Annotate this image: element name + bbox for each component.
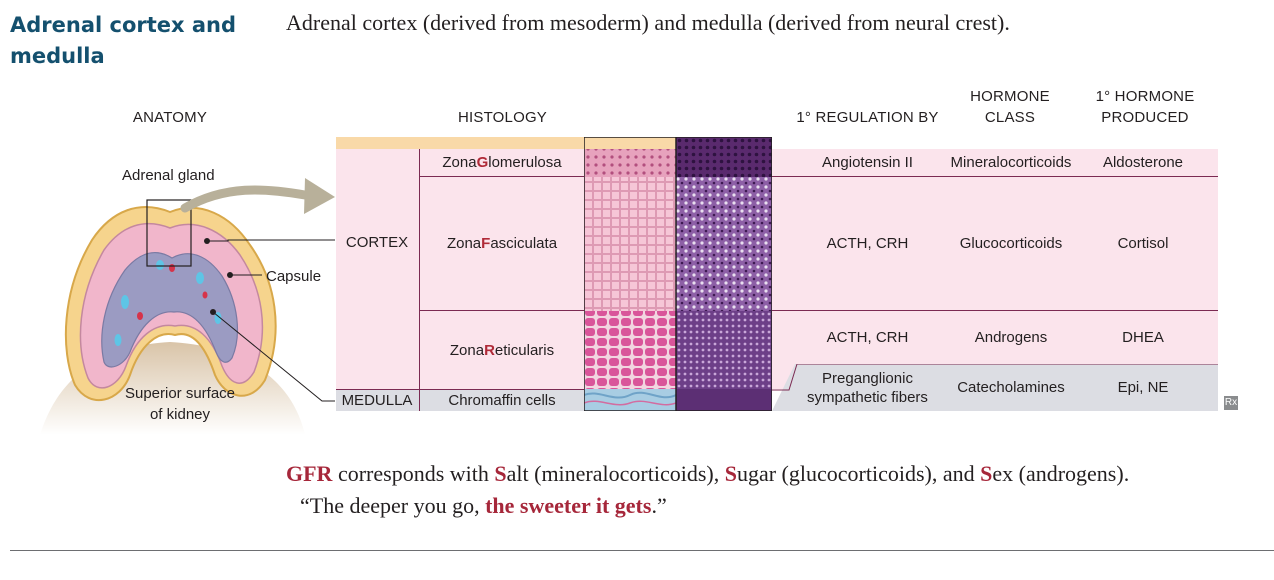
header-hormone-produced-line1: 1° HORMONE [1095,88,1195,105]
hormone-glomerulosa: Aldosterone [1102,154,1184,171]
region-cortex: CORTEX [345,233,409,251]
header-regulation: 1° REGULATION BY [796,109,939,126]
bottom-rule [10,550,1274,551]
mnemonic-line2: “The deeper you go, the sweeter it gets.… [286,490,1129,522]
regulation-reticularis: ACTH, CRH [826,329,909,346]
row-line-right-1 [772,176,1218,177]
class-medulla: Catecholamines [957,379,1065,396]
header-hormone-produced-line2: PRODUCED [1101,109,1189,126]
label-capsule: Capsule [266,268,322,285]
label-kidney-line2: of kidney [149,406,211,423]
regulation-glomerulosa: Angiotensin II [822,154,913,171]
intro-text: Adrenal cortex (derived from mesoderm) a… [286,10,1010,35]
adrenal-anatomy-illustration [40,178,335,435]
regulation-medulla-line2: sympathetic fibers [807,388,928,406]
cortex-panel-right [772,149,1218,389]
class-fasciculata: Glucocorticoids [959,235,1063,252]
mnemonic-text-3: ugar (glucocorticoids), and [736,461,981,486]
zone-fasciculata-pre: Zona [446,235,482,252]
header-hormone-class-line2: CLASS [984,109,1036,126]
row-line-1 [420,176,584,177]
row-line-3 [336,389,584,390]
mnemonic-s-salt: S [494,461,507,486]
label-kidney-line1: Superior surface [124,385,236,402]
row-line-2 [420,310,584,311]
regulation-fasciculata: ACTH, CRH [826,235,909,252]
mnemonic-s-sugar: S [724,461,737,486]
zone-reticularis-post: eticularis [494,341,555,359]
mnemonic-text-1: corresponds with [332,461,495,486]
zone-chromaffin: Chromaffin cells [448,392,556,409]
medulla-slant [772,364,1218,411]
mnemonic-gfr: GFR [286,461,333,486]
medulla-panel-right [795,364,1218,411]
header-hormone-class: HORMONE CLASS [955,86,1065,128]
zone-reticularis-key: R [484,341,495,359]
header-anatomy: ANATOMY [132,109,208,126]
zone-fasciculata-post: asciculata [490,235,558,252]
label-adrenal-gland: Adrenal gland [122,167,215,184]
region-medulla: MEDULLA [341,391,413,409]
zone-glomerulosa-post: lomerulosa [488,154,562,171]
zone-glomerulosa-key: G [476,154,489,171]
hormone-fasciculata: Cortisol [1117,235,1169,252]
page-title: Adrenal cortex and medulla [10,13,237,68]
mnemonic-text-4: ex (androgens). [992,461,1130,486]
mnemonic-quote-1: “The deeper you go, [300,493,486,518]
zoom-box [146,199,192,267]
regulation-medulla: Preganglionic sympathetic fibers [795,364,940,411]
mnemonic-quote-highlight: the sweeter it gets [485,493,652,518]
header-histology: HISTOLOGY [457,109,548,126]
mnemonic-s-sex: S [980,461,993,486]
medulla-layer [101,252,239,368]
region-divider [419,149,420,411]
histology-drawing [584,137,676,411]
class-glomerulosa: Mineralocorticoids [950,154,1072,171]
mnemonic-line1: GFR corresponds with Salt (mineralocorti… [286,458,1129,490]
capsule-band-left [336,137,584,149]
mnemonic-text-2: alt (mineralocorticoids), [506,461,725,486]
cortex-panel-left [336,149,584,389]
histology-micrograph [676,137,772,411]
mnemonic-quote-end: .” [651,493,667,518]
rx-badge: Rx [1224,396,1238,410]
class-reticularis: Androgens [974,329,1048,346]
zone-glomerulosa-pre: Zona [442,154,477,171]
label-kidney: Superior surface of kidney [110,383,250,425]
header-hormone-class-line1: HORMONE [970,88,1050,105]
regulation-medulla-line1: Preganglionic [822,369,913,387]
header-hormone-produced: 1° HORMONE PRODUCED [1085,86,1205,128]
hormone-medulla: Epi, NE [1117,379,1169,396]
row-line-right-2 [772,310,1218,311]
zoom-arrow [180,185,310,213]
hormone-reticularis: DHEA [1122,329,1164,346]
mnemonic: GFR corresponds with Salt (mineralocorti… [286,458,1129,522]
zone-fasciculata-key: F [481,235,491,252]
zone-reticularis-pre: Zona [449,341,485,359]
medulla-panel-left [336,389,584,411]
